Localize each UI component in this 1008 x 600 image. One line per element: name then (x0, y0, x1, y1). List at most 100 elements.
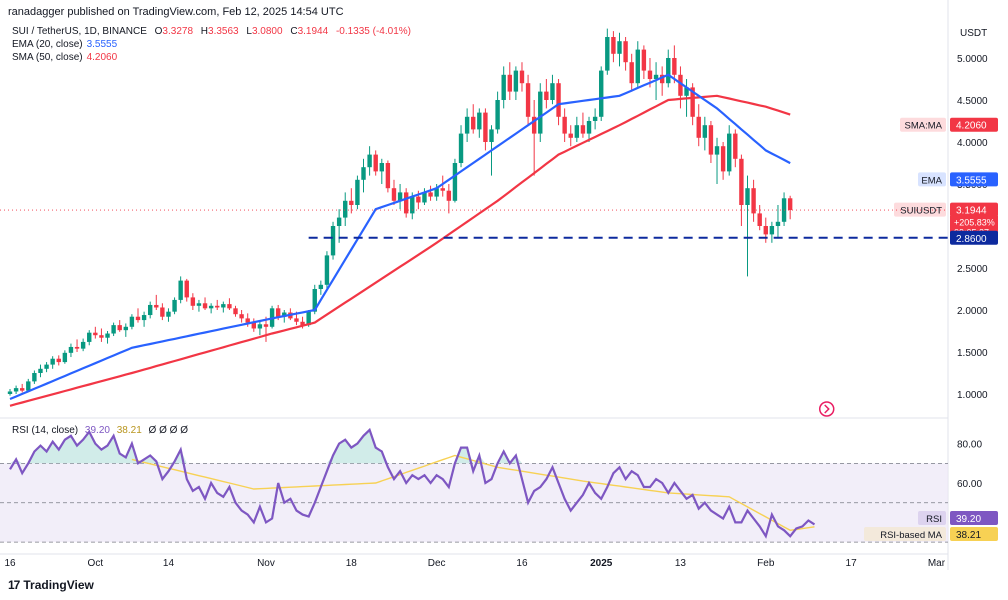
rsi-ma-tag-value-bg (950, 526, 998, 541)
time-tick-label: Nov (257, 558, 275, 569)
rsi-band-fill (0, 463, 948, 543)
rsi-ma-tag-label: RSI-based MA (880, 530, 942, 541)
candle-body (178, 280, 183, 300)
candle-body (117, 325, 122, 331)
candle-body (312, 289, 317, 312)
candle-body (172, 299, 177, 312)
last-price-change: +205.83% (954, 218, 995, 228)
price-tick-label: 1.0000 (957, 390, 988, 401)
candle-body (428, 192, 433, 197)
tradingview-logo-icon: 17 (8, 578, 20, 592)
candle-body (592, 116, 598, 121)
event-icon-glyph (824, 404, 830, 414)
candle-body (562, 116, 567, 134)
candle-body (227, 304, 232, 309)
candle-body (733, 133, 738, 159)
time-tick-label: 13 (675, 558, 687, 569)
candle-body (672, 58, 677, 75)
candle-body (507, 74, 512, 92)
rsi-line (9, 427, 816, 539)
candle-body (111, 325, 116, 334)
candle-body (678, 74, 683, 96)
ema-tag-value-bg (950, 172, 998, 187)
ema-tag-value: 3.5555 (956, 175, 987, 186)
candle-body (80, 341, 86, 349)
candle-body (391, 188, 397, 201)
candle-body (605, 37, 610, 71)
candle-body (330, 226, 336, 256)
symbol-legend: SUI / TetherUS, 1D, BINANCE O3.3278 H3.3… (12, 26, 411, 37)
candle-body (410, 196, 415, 214)
candle-body (318, 284, 324, 289)
price-tick-label: 4.0000 (957, 138, 988, 149)
rsi-tick-label: 60.00 (957, 479, 982, 490)
tradingview-branding[interactable]: 17 TradingView (8, 578, 94, 592)
rsi-legend[interactable]: RSI (14, close) 39.20 38.21 Ø Ø Ø Ø (12, 425, 188, 436)
candle-body (544, 91, 549, 100)
candle-body (385, 163, 391, 189)
candle-body (141, 315, 147, 321)
time-tick-label: 16 (4, 558, 16, 569)
last-price-tag-value: 3.1944 (956, 206, 987, 217)
candle-body (422, 192, 427, 203)
support-tag-value-bg (950, 230, 998, 245)
rsi-ma-tag: RSI-based MA 38.21 (864, 526, 998, 541)
last-price-tag-value-bg (950, 202, 998, 217)
candle-body (550, 83, 555, 100)
support-line (0, 209, 948, 239)
ema-legend[interactable]: EMA (20, close) 3.5555 (12, 39, 118, 50)
candle-body (403, 192, 409, 214)
candle-body (629, 62, 634, 84)
candle-body (531, 116, 537, 134)
candle-body (233, 308, 238, 315)
rsi-band (0, 462, 948, 543)
candle-body (202, 303, 208, 309)
candle-body (617, 41, 622, 54)
price-tick-label: 5.0000 (957, 54, 988, 65)
candle-body (166, 311, 171, 317)
rsi-ma-tag-label-bg (864, 526, 946, 541)
candle-body (440, 188, 445, 191)
candle-body (373, 154, 378, 172)
candle-body (519, 70, 525, 84)
sma-tag-label: SMA:MA (905, 121, 943, 132)
time-tick-label: Oct (88, 558, 104, 569)
candle-body (300, 321, 305, 326)
candle-body (464, 116, 470, 134)
candle-body (458, 133, 464, 163)
candle-body (282, 312, 287, 317)
candle-body (556, 83, 561, 117)
candle-body (379, 163, 384, 172)
candle-body (160, 307, 165, 317)
candle-body (647, 70, 653, 79)
candle-body (324, 255, 330, 285)
time-tick-label: 17 (846, 558, 858, 569)
candle-body (196, 303, 202, 306)
candle-body (38, 368, 43, 373)
event-icon-ring (818, 401, 835, 417)
rsi-ma-line (131, 454, 815, 532)
candle-body (208, 305, 214, 309)
candle-body (720, 146, 726, 172)
candle-body (574, 125, 580, 138)
price-tick-label: 4.5000 (957, 96, 988, 107)
candle-body (763, 226, 768, 235)
rsi-tag-label: RSI (926, 514, 942, 525)
candle-body (513, 70, 519, 92)
candle-body (336, 217, 342, 226)
candle-body (367, 154, 372, 168)
candle-body (599, 70, 604, 117)
candle-body (275, 308, 281, 317)
candle-body (446, 190, 452, 201)
candle-body (32, 373, 37, 382)
candle-body (13, 388, 19, 392)
candle-body (641, 49, 647, 71)
sma-legend[interactable]: SMA (50, close) 4.2060 (12, 52, 118, 63)
candle-body (355, 179, 360, 205)
candle-body (184, 280, 189, 298)
candle-body (221, 304, 226, 308)
candle-body (471, 116, 476, 130)
candle-body (489, 129, 494, 142)
ema20-line (9, 73, 791, 401)
